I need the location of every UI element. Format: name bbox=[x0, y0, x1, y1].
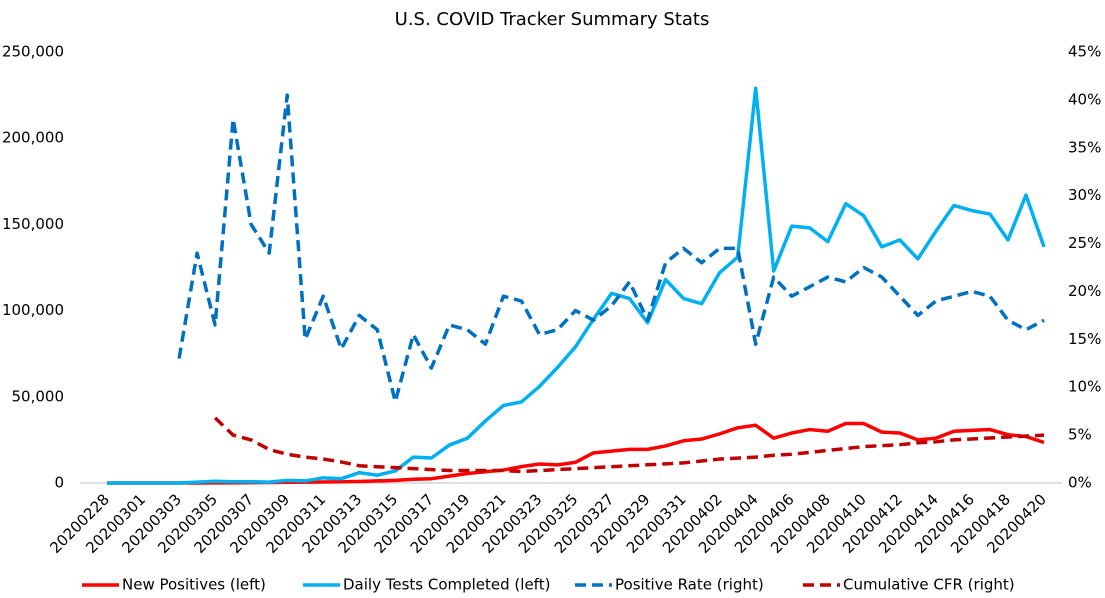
legend-label: Cumulative CFR (right) bbox=[843, 576, 1015, 594]
legend-item: Daily Tests Completed (left) bbox=[303, 576, 550, 594]
y2-tick-label: 40% bbox=[1068, 90, 1101, 108]
legend-label: Daily Tests Completed (left) bbox=[343, 576, 550, 594]
chart-title: U.S. COVID Tracker Summary Stats bbox=[395, 9, 710, 30]
y2-tick-label: 5% bbox=[1068, 426, 1092, 444]
y-tick-label: 0 bbox=[54, 474, 64, 492]
y2-tick-label: 25% bbox=[1068, 234, 1101, 252]
y-tick-label: 150,000 bbox=[2, 215, 64, 233]
line-series bbox=[177, 93, 1045, 404]
line-series bbox=[107, 421, 1045, 485]
y2-tick-label: 20% bbox=[1068, 282, 1101, 300]
y2-tick-label: 30% bbox=[1068, 186, 1101, 204]
line-series bbox=[107, 86, 1046, 485]
y2-tick-label: 35% bbox=[1068, 138, 1101, 156]
y-tick-label: 100,000 bbox=[2, 301, 64, 319]
legend-item: Positive Rate (right) bbox=[575, 576, 764, 594]
y2-tick-label: 0% bbox=[1068, 474, 1092, 492]
legend-label: New Positives (left) bbox=[122, 576, 266, 594]
legend-item: Cumulative CFR (right) bbox=[803, 576, 1015, 594]
y-tick-label: 250,000 bbox=[2, 43, 64, 61]
y-tick-label: 50,000 bbox=[12, 387, 65, 405]
legend-label: Positive Rate (right) bbox=[615, 576, 764, 594]
y-tick-label: 200,000 bbox=[2, 129, 64, 147]
y2-tick-label: 45% bbox=[1068, 43, 1101, 61]
line-series bbox=[213, 416, 1045, 474]
legend-item: New Positives (left) bbox=[82, 576, 266, 594]
y2-tick-label: 10% bbox=[1068, 378, 1101, 396]
y2-tick-label: 15% bbox=[1068, 330, 1101, 348]
